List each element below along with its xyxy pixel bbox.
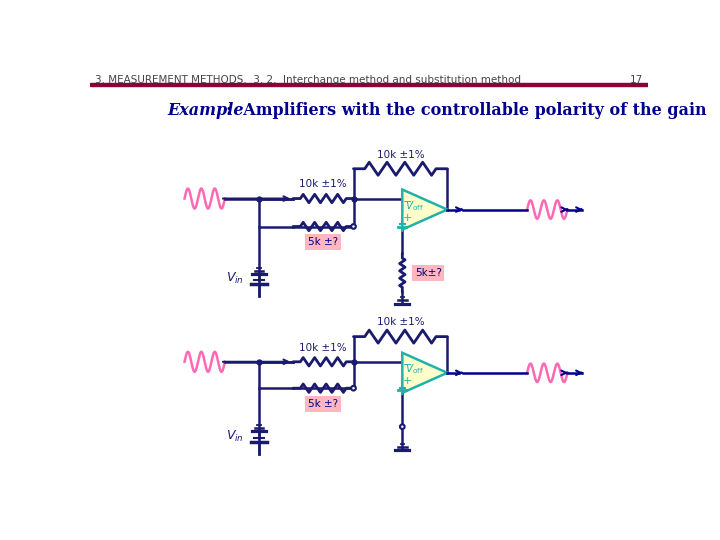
Bar [90,83,648,86]
Text: 3. MEASUREMENT METHODS.  3. 2.  Interchange method and substitution method: 3. MEASUREMENT METHODS. 3. 2. Interchang… [94,75,521,85]
Circle shape [351,386,356,390]
Text: 17: 17 [630,75,644,85]
Text: Example: Example [168,102,244,119]
Text: :  Amplifiers with the controllable polarity of the gain: : Amplifiers with the controllable polar… [225,102,706,119]
Text: −: − [403,360,413,370]
Text: $V_{\rm off}$: $V_{\rm off}$ [405,199,423,213]
Text: +: + [403,213,413,222]
Text: 10k ±1%: 10k ±1% [300,179,347,190]
Text: $V_{in}$: $V_{in}$ [225,271,243,286]
Text: $V_{\rm off}$: $V_{\rm off}$ [405,362,423,376]
Text: −: − [403,197,413,207]
Polygon shape [402,353,447,393]
Text: 10k ±1%: 10k ±1% [377,318,424,327]
Circle shape [351,224,356,229]
Text: 5k ±?: 5k ±? [308,237,338,247]
Text: $V_{in}$: $V_{in}$ [225,429,243,444]
Text: +: + [403,376,413,386]
Text: 5k ±?: 5k ±? [308,399,338,409]
Text: 10k ±1%: 10k ±1% [377,150,424,159]
Polygon shape [402,190,447,230]
Text: 10k ±1%: 10k ±1% [300,342,347,353]
Circle shape [400,424,405,429]
Text: 5k±?: 5k±? [415,268,441,278]
